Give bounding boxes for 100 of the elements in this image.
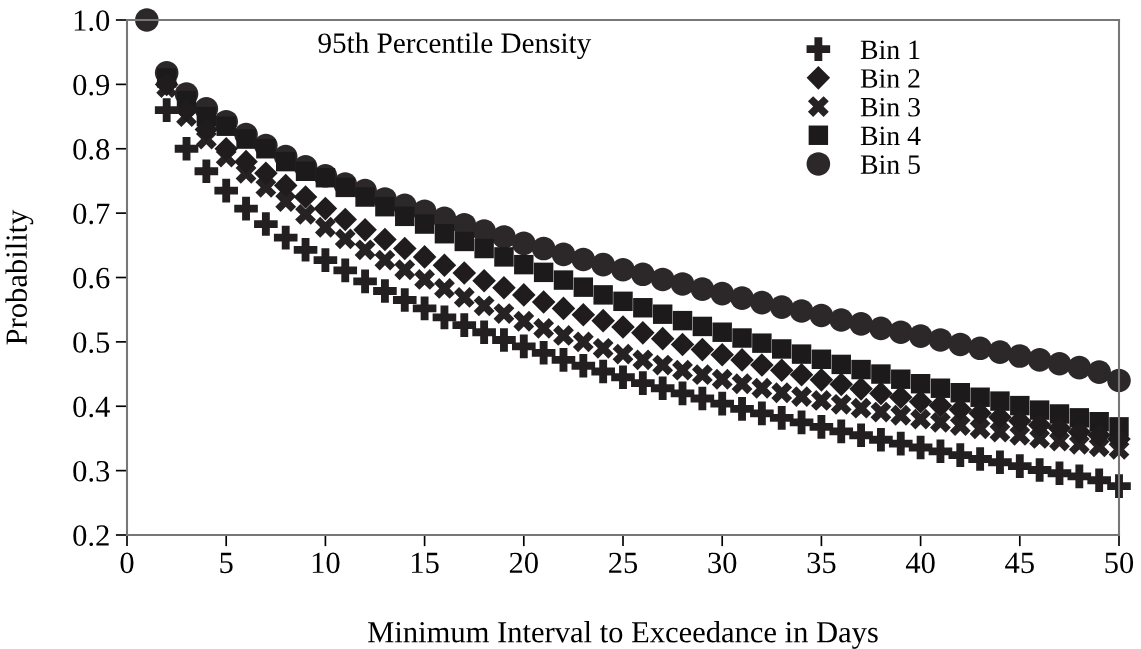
point xyxy=(154,98,179,122)
point xyxy=(511,231,536,256)
legend-label: Bin 5 xyxy=(860,155,920,174)
point xyxy=(950,383,970,403)
point xyxy=(573,277,594,297)
point xyxy=(273,225,298,250)
legend-label: Bin 1 xyxy=(860,40,920,59)
point xyxy=(730,397,754,421)
point xyxy=(591,359,615,384)
point xyxy=(1047,461,1072,486)
point xyxy=(531,236,556,261)
point xyxy=(611,257,635,282)
point xyxy=(670,272,695,296)
point xyxy=(432,253,457,278)
x-axis-title: Minimum Interval to Exceedance in Days xyxy=(368,621,878,649)
point xyxy=(611,365,635,390)
point xyxy=(870,401,892,423)
point xyxy=(652,304,673,324)
point xyxy=(454,231,474,252)
point xyxy=(375,196,395,217)
x-tick-label: 15 xyxy=(412,552,439,574)
point xyxy=(494,247,514,267)
point xyxy=(571,303,596,327)
point xyxy=(849,377,873,401)
point xyxy=(1007,454,1032,478)
point xyxy=(333,207,358,232)
point xyxy=(293,185,318,209)
point xyxy=(690,277,715,301)
point xyxy=(908,324,933,348)
point xyxy=(672,310,693,331)
point xyxy=(373,227,397,252)
point xyxy=(392,288,417,312)
point xyxy=(690,337,715,362)
point xyxy=(513,310,535,332)
point xyxy=(888,320,913,345)
point xyxy=(750,401,774,426)
point xyxy=(710,391,735,416)
point xyxy=(293,238,318,262)
point xyxy=(869,427,893,452)
y-tick-label: 0.7 xyxy=(73,203,110,225)
point xyxy=(216,116,236,136)
chart-title: 95th Percentile Density xyxy=(318,32,592,60)
point xyxy=(969,418,991,440)
point xyxy=(334,228,356,250)
point xyxy=(831,354,851,375)
point xyxy=(869,381,893,406)
point xyxy=(650,326,675,351)
y-tick-label: 0.6 xyxy=(73,267,110,289)
point xyxy=(551,348,576,372)
point xyxy=(631,262,655,287)
point xyxy=(810,390,832,411)
point xyxy=(474,238,494,259)
point xyxy=(512,283,536,307)
point xyxy=(710,342,734,367)
y-tick-label: 0.3 xyxy=(73,460,110,482)
point xyxy=(412,245,437,269)
point xyxy=(732,328,752,348)
point xyxy=(452,313,477,337)
point xyxy=(1087,360,1111,384)
point xyxy=(769,406,794,430)
x-tick-label: 30 xyxy=(708,552,737,574)
point xyxy=(571,353,596,378)
point xyxy=(353,218,377,242)
point xyxy=(631,371,655,395)
point xyxy=(452,261,477,285)
point xyxy=(928,328,953,352)
point xyxy=(374,249,396,271)
point xyxy=(930,378,951,398)
point xyxy=(214,136,238,161)
point xyxy=(254,212,278,236)
x-tick-label: 40 xyxy=(905,552,935,574)
point xyxy=(254,161,278,185)
point xyxy=(592,337,614,359)
point xyxy=(273,173,298,198)
y-tick-label: 0.4 xyxy=(73,396,110,418)
point xyxy=(392,236,417,261)
point xyxy=(1010,395,1030,416)
point xyxy=(672,359,693,381)
legend-label: Bin 4 xyxy=(860,126,921,146)
point xyxy=(968,336,992,361)
point xyxy=(194,159,219,184)
point xyxy=(472,320,496,345)
x-tick-label: 0 xyxy=(120,552,134,574)
point xyxy=(234,196,258,221)
point xyxy=(355,187,375,207)
point xyxy=(809,368,834,392)
point xyxy=(949,415,971,436)
point xyxy=(275,191,297,212)
point xyxy=(434,278,455,299)
point xyxy=(613,291,633,312)
x-tick-label: 25 xyxy=(609,552,638,574)
point xyxy=(869,316,893,341)
point xyxy=(730,286,754,310)
point xyxy=(789,299,814,323)
point xyxy=(930,411,951,433)
point xyxy=(970,387,990,407)
point xyxy=(315,168,336,188)
point xyxy=(531,290,556,314)
point xyxy=(234,149,258,174)
point xyxy=(829,372,854,397)
